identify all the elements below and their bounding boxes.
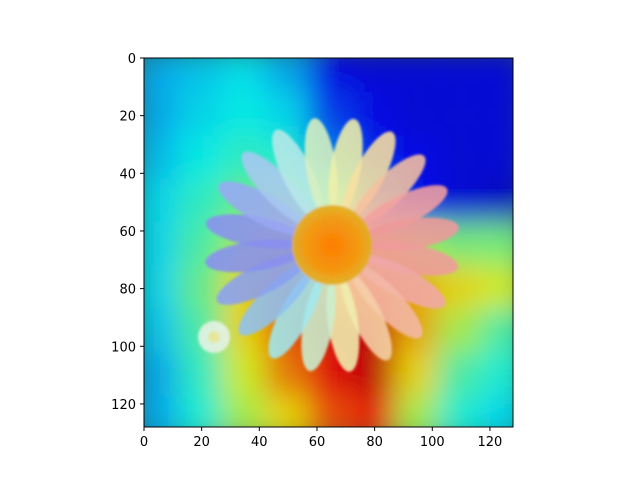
small-daisy xyxy=(198,321,230,353)
heat-cell xyxy=(264,92,312,140)
heat-cell xyxy=(437,308,485,356)
heat-cell xyxy=(394,394,442,427)
heat-cell xyxy=(480,351,513,399)
x-axis: 0 20 40 60 80 100 120 xyxy=(140,427,502,450)
heat-cell xyxy=(144,178,183,226)
heat-cell xyxy=(480,178,513,226)
heat-cell xyxy=(437,92,485,140)
heat-cell xyxy=(351,58,399,97)
heat-cell xyxy=(221,351,269,399)
heat-cell xyxy=(394,58,442,97)
heat-cell xyxy=(394,92,442,140)
daisy-petal xyxy=(268,269,323,359)
heat-cell xyxy=(144,58,183,97)
heat-cell xyxy=(307,394,356,427)
heat-cell xyxy=(437,394,485,427)
heat-cell xyxy=(221,394,269,427)
daisy-petal xyxy=(272,129,324,221)
heat-cell xyxy=(351,351,399,399)
heat-cell xyxy=(178,394,226,427)
heat-cell xyxy=(480,308,513,356)
heat-cell xyxy=(264,394,312,427)
daisy-flower xyxy=(198,118,459,372)
heat-cell xyxy=(144,135,183,183)
heat-cell xyxy=(437,58,485,97)
heat-cell xyxy=(480,92,513,140)
daisy-petal xyxy=(350,154,426,228)
heat-cell xyxy=(394,351,442,399)
heat-cell xyxy=(221,92,269,140)
x-tick-label: 40 xyxy=(251,435,268,450)
heat-cell xyxy=(480,265,513,313)
heat-cell xyxy=(480,221,513,270)
daisy-petal xyxy=(340,269,392,361)
heat-cell xyxy=(178,92,226,140)
y-tick-label: 20 xyxy=(119,110,136,125)
daisy-petal xyxy=(238,262,314,336)
x-tick-label: 100 xyxy=(420,435,445,450)
daisy-petal xyxy=(356,254,446,309)
heat-cell xyxy=(437,178,485,226)
heat-cell xyxy=(178,265,226,313)
x-tick-label: 20 xyxy=(193,435,210,450)
heat-cell xyxy=(178,58,226,97)
heat-cell xyxy=(437,351,485,399)
heat-cell xyxy=(351,394,399,427)
heat-cell xyxy=(480,135,513,183)
y-axis: 0 20 40 60 80 100 120 xyxy=(111,52,144,413)
heat-cell xyxy=(480,58,513,97)
heat-cell xyxy=(144,265,183,313)
daisy-petal xyxy=(218,181,308,236)
daisy-petals xyxy=(205,118,459,372)
daisy-petal xyxy=(349,263,423,339)
heat-cell xyxy=(178,135,226,183)
heat-cell xyxy=(437,135,485,183)
x-tick-label: 60 xyxy=(309,435,326,450)
x-tick-label: 120 xyxy=(478,435,503,450)
heat-cell xyxy=(264,58,312,97)
daisy-petal xyxy=(205,239,305,273)
heat-cell xyxy=(144,308,183,356)
y-tick-label: 60 xyxy=(119,225,136,240)
daisy-petal xyxy=(216,253,308,305)
daisy-petal xyxy=(341,131,396,221)
daisy-petal xyxy=(241,151,315,227)
x-tick-label: 80 xyxy=(366,435,383,450)
heat-cell xyxy=(144,351,183,399)
plot-area xyxy=(144,58,513,427)
y-tick-label: 80 xyxy=(119,283,136,298)
daisy-center xyxy=(292,205,372,285)
heat-cell xyxy=(480,394,513,427)
y-tick-label: 120 xyxy=(111,398,136,413)
heat-cell xyxy=(178,351,226,399)
heat-cell xyxy=(221,58,269,97)
daisy-petal xyxy=(356,185,448,237)
heat-cell xyxy=(144,92,183,140)
heat-cell xyxy=(144,394,183,427)
y-tick-label: 100 xyxy=(111,340,136,355)
y-tick-label: 40 xyxy=(119,167,136,182)
y-tick-label: 0 xyxy=(128,52,136,67)
x-tick-label: 0 xyxy=(140,435,148,450)
heat-cell xyxy=(144,221,183,270)
axes-frame xyxy=(143,57,514,428)
heat-cell xyxy=(307,58,356,97)
